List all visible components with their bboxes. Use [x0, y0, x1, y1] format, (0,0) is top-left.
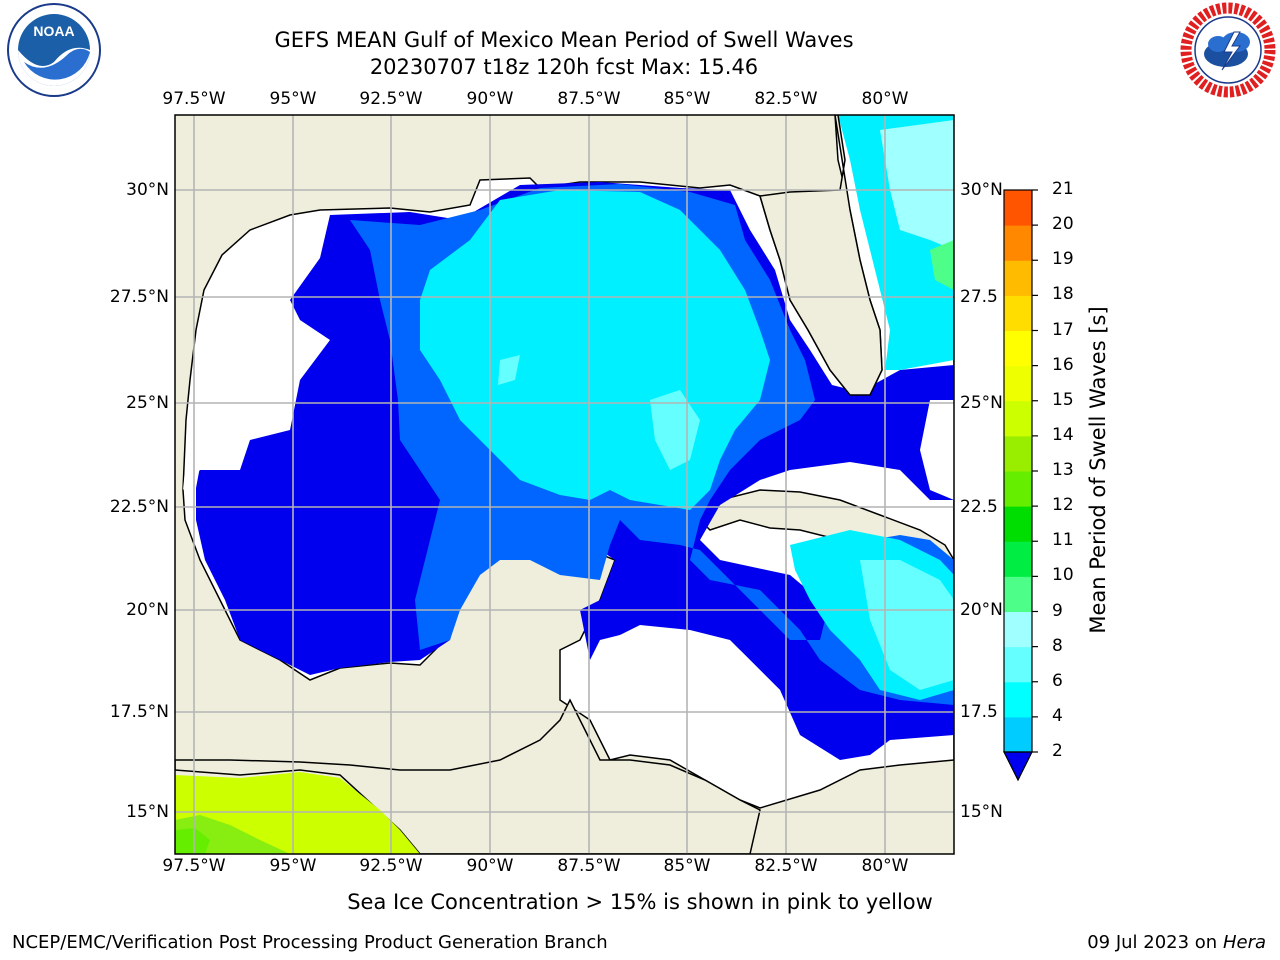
lon-label-bottom: 82.5°W — [754, 856, 818, 876]
colorbar-segment — [1004, 506, 1032, 542]
colorbar-segment — [1004, 611, 1032, 648]
lon-label-top: 92.5°W — [359, 89, 423, 109]
lat-label-right: 30°N — [960, 180, 1003, 200]
colorbar-tick-label: 18 — [1052, 284, 1074, 305]
colorbar-segment — [1004, 435, 1032, 472]
colorbar-segment — [1004, 541, 1032, 577]
noaa-logo: NOAA — [7, 3, 101, 97]
lat-label-right: 15°N — [960, 802, 1003, 822]
lon-label-bottom: 97.5°W — [162, 856, 226, 876]
colorbar-tick-label: 17 — [1052, 319, 1074, 340]
lat-label-right: 20°N — [960, 600, 1003, 620]
colorbar-segment — [1004, 576, 1032, 612]
lon-label-bottom: 90°W — [466, 856, 514, 876]
nodata-yucatan-channel — [580, 625, 790, 760]
swell-pacific-green2 — [175, 828, 210, 854]
lat-label-left: 17.5°N — [109, 702, 169, 722]
footer-date: 09 Jul 2023 on Hera — [1087, 932, 1266, 953]
colorbar-segment — [1004, 295, 1032, 331]
colorbar-segment — [1004, 681, 1032, 718]
map-area — [175, 115, 954, 854]
colorbar-tick-label: 12 — [1052, 495, 1074, 516]
colorbar-segment — [1004, 646, 1032, 683]
colorbar-tick-label: 20 — [1052, 214, 1074, 235]
lon-label-top: 80°W — [861, 89, 909, 109]
colorbar-tick-label: 11 — [1052, 530, 1074, 551]
lat-label-left: 20°N — [126, 600, 169, 620]
colorbar-segment — [1004, 260, 1032, 296]
footer-credit: NCEP/EMC/Verification Post Processing Pr… — [12, 932, 608, 953]
swell-atlantic-light — [880, 120, 954, 250]
lon-label-top: 97.5°W — [162, 89, 226, 109]
florida-land — [759, 115, 883, 396]
colorbar — [1003, 189, 1038, 782]
lat-label-right: 27.5 — [960, 287, 998, 307]
colorbar-tick-label: 21 — [1052, 179, 1074, 199]
colorbar-tick-label: 19 — [1052, 249, 1074, 270]
lon-label-bottom: 92.5°W — [359, 856, 423, 876]
lon-label-bottom: 87.5°W — [557, 856, 621, 876]
lon-label-top: 95°W — [269, 89, 317, 109]
lon-label-top: 82.5°W — [754, 89, 818, 109]
chart-subtitle: 20230707 t18z 120h fcst Max: 15.46 — [369, 55, 759, 79]
colorbar-label: Mean Period of Swell Waves [s] — [1086, 306, 1110, 634]
cuba-land — [698, 489, 954, 581]
colorbar-segment — [1004, 330, 1032, 367]
colorbar-extend-low — [1003, 751, 1033, 782]
colorbar-tick-label: 6 — [1052, 670, 1063, 691]
swell-caribbean-light — [860, 560, 954, 690]
swell-atlantic-green — [930, 240, 954, 290]
colorbar-tick-label: 14 — [1052, 424, 1074, 445]
lon-label-bottom: 85°W — [663, 856, 711, 876]
lat-label-right: 22.5 — [960, 497, 998, 517]
nodata-east — [920, 400, 954, 500]
lon-label-bottom: 95°W — [269, 856, 317, 876]
graticule — [175, 115, 954, 854]
colorbar-segment — [1004, 471, 1032, 507]
lon-label-bottom: 80°W — [861, 856, 909, 876]
colorbar-tick-label: 10 — [1052, 565, 1074, 586]
lon-label-top: 87.5°W — [557, 89, 621, 109]
swell-field-8to9-b — [498, 355, 520, 385]
lat-label-left: 25°N — [126, 393, 169, 413]
lat-label-right: 17.5 — [960, 702, 998, 722]
lat-label-left: 27.5°N — [109, 287, 169, 307]
lat-label-left: 30°N — [126, 180, 169, 200]
footer-date-text: 09 Jul 2023 on — [1087, 932, 1223, 953]
colorbar-tick-label: 13 — [1052, 460, 1074, 480]
colorbar-segment — [1004, 365, 1032, 402]
lon-label-top: 85°W — [663, 89, 711, 109]
footer-host: Hera — [1222, 932, 1266, 953]
lon-label-top: 90°W — [466, 89, 514, 109]
colorbar-tick-label: 16 — [1052, 354, 1074, 375]
chart-title: GEFS MEAN Gulf of Mexico Mean Period of … — [274, 28, 854, 52]
colorbar-tick-label: 4 — [1052, 705, 1063, 726]
sea-ice-note: Sea Ice Concentration > 15% is shown in … — [347, 890, 933, 914]
map-frame — [174, 114, 955, 855]
colorbar-segment — [1004, 225, 1032, 261]
colorbar-tick-label: 9 — [1052, 600, 1063, 621]
svg-text:NOAA: NOAA — [33, 23, 74, 39]
lat-label-left: 22.5°N — [109, 497, 169, 517]
colorbar-segment — [1004, 400, 1032, 437]
nws-logo — [1180, 2, 1276, 98]
colorbar-segment — [1004, 716, 1032, 753]
colorbar-tick-label: 15 — [1052, 389, 1074, 410]
colorbar-tick-label: 8 — [1052, 635, 1063, 656]
lat-label-left: 15°N — [126, 802, 169, 822]
colorbar-tick-label: 2 — [1052, 741, 1063, 761]
colorbar-segment — [1004, 190, 1032, 226]
lat-label-right: 25°N — [960, 393, 1003, 413]
